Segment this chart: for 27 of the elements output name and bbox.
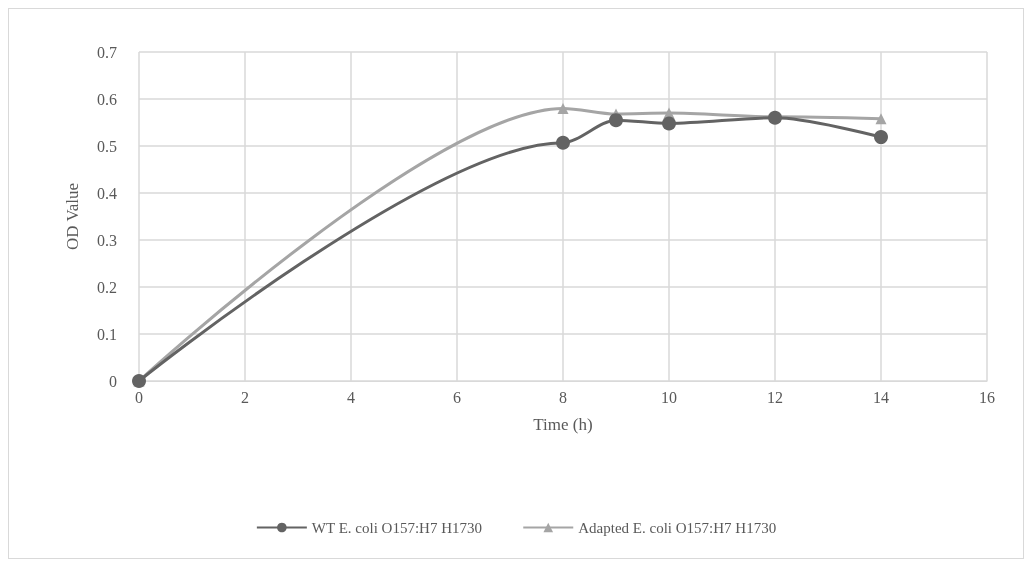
y-axis-title: OD Value — [63, 182, 82, 251]
x-tick-label: 10 — [661, 388, 677, 406]
legend-label: WT E. coli O157:H7 H1730 — [311, 519, 482, 536]
point — [875, 113, 887, 125]
x-tick-label: 0 — [135, 388, 143, 406]
y-tick-label: 0.6 — [97, 90, 117, 108]
legend-label: Adapted E. coli O157:H7 H1730 — [578, 519, 777, 536]
point — [557, 102, 569, 114]
y-tick-label: 0.3 — [97, 231, 117, 249]
point — [609, 113, 623, 128]
y-tick-label: 0.1 — [97, 325, 117, 343]
y-tick-label: 0.5 — [97, 137, 117, 155]
y-tick-label: 0.7 — [97, 43, 117, 61]
point — [556, 135, 570, 150]
x-tick-label: 6 — [453, 388, 461, 406]
x-tick-label: 14 — [873, 388, 889, 406]
y-tick-label: 0.4 — [97, 184, 117, 202]
point — [662, 116, 676, 131]
x-tick-label: 8 — [559, 388, 567, 406]
x-axis-title: Time (h) — [533, 415, 593, 434]
x-tick-label: 12 — [767, 388, 783, 406]
point — [874, 130, 888, 145]
x-tick-label: 16 — [979, 388, 995, 406]
y-tick-label: 0.2 — [97, 278, 117, 296]
x-tick-label: 4 — [347, 388, 355, 406]
x-tick-label: 2 — [241, 388, 249, 406]
y-tick-label: 0 — [109, 372, 117, 390]
